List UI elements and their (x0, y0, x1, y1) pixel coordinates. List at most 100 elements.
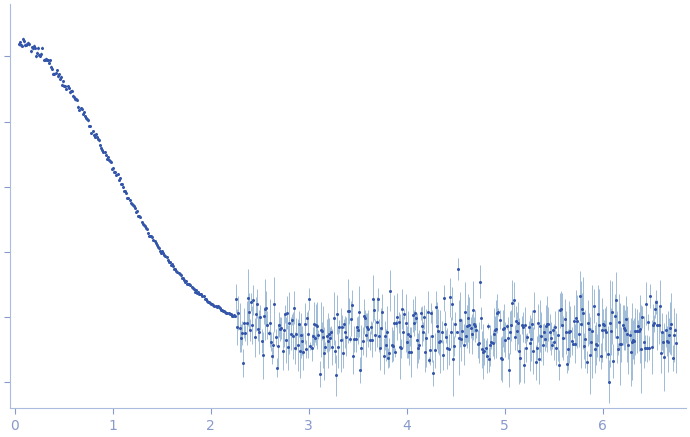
Point (667, 354, 678, 361)
Point (431, 304, 442, 311)
Point (489, 326, 500, 333)
Point (353, 326, 364, 333)
Point (313, 331, 324, 338)
Point (61, 85, 72, 92)
Point (392, 313, 403, 320)
Point (584, 325, 595, 332)
Point (181, 281, 193, 288)
Point (385, 287, 396, 294)
Point (355, 367, 366, 374)
Point (524, 340, 535, 347)
Point (434, 339, 445, 346)
Point (43, 59, 55, 66)
Point (58, 78, 69, 85)
Point (195, 291, 206, 298)
Point (174, 271, 185, 277)
Point (407, 312, 418, 319)
Point (342, 308, 353, 315)
Point (493, 309, 504, 316)
Point (222, 309, 233, 316)
Point (475, 314, 486, 321)
Point (334, 323, 345, 330)
Point (47, 65, 58, 72)
Point (487, 340, 498, 347)
Point (115, 175, 126, 182)
Point (551, 345, 562, 352)
Point (549, 338, 560, 345)
Point (420, 348, 431, 355)
Point (280, 336, 291, 343)
Point (364, 337, 375, 344)
Point (645, 292, 656, 299)
Point (507, 299, 518, 306)
Point (51, 67, 62, 74)
Point (346, 301, 357, 308)
Point (351, 323, 362, 330)
Point (540, 323, 551, 330)
Point (516, 321, 527, 328)
Point (472, 340, 483, 347)
Point (336, 324, 347, 331)
Point (314, 371, 325, 378)
Point (37, 44, 48, 51)
Point (212, 303, 223, 310)
Point (400, 319, 411, 326)
Point (101, 156, 112, 163)
Point (443, 346, 454, 353)
Point (164, 258, 175, 265)
Point (607, 309, 618, 316)
Point (107, 166, 118, 173)
Point (458, 341, 469, 348)
Point (117, 184, 128, 191)
Point (299, 320, 310, 327)
Point (444, 294, 455, 301)
Point (603, 378, 614, 385)
Point (361, 332, 372, 339)
Point (558, 334, 569, 341)
Point (484, 356, 495, 363)
Point (611, 334, 622, 341)
Point (130, 208, 141, 215)
Point (586, 338, 597, 345)
Point (21, 41, 32, 48)
Point (153, 244, 164, 251)
Point (217, 307, 228, 314)
Point (402, 331, 413, 338)
Point (640, 300, 651, 307)
Point (536, 333, 547, 340)
Point (53, 71, 64, 78)
Point (297, 337, 308, 344)
Point (62, 83, 73, 90)
Point (79, 113, 90, 120)
Point (99, 149, 110, 156)
Point (209, 302, 220, 309)
Point (104, 158, 115, 165)
Point (382, 328, 393, 335)
Point (19, 42, 30, 49)
Point (55, 73, 66, 80)
Point (613, 319, 624, 326)
Point (426, 333, 437, 340)
Point (579, 342, 590, 349)
Point (117, 181, 128, 188)
Point (319, 350, 330, 357)
Point (100, 151, 111, 158)
Point (482, 352, 493, 359)
Point (631, 327, 642, 334)
Point (557, 321, 568, 328)
Point (562, 361, 573, 368)
Point (600, 326, 611, 333)
Point (470, 323, 481, 329)
Point (584, 352, 595, 359)
Point (384, 349, 395, 356)
Point (375, 325, 386, 332)
Point (639, 344, 650, 351)
Point (206, 300, 217, 307)
Point (324, 335, 335, 342)
Point (511, 328, 522, 335)
Point (545, 335, 556, 342)
Point (168, 265, 179, 272)
Point (130, 205, 141, 212)
Point (495, 355, 506, 362)
Point (609, 312, 620, 319)
